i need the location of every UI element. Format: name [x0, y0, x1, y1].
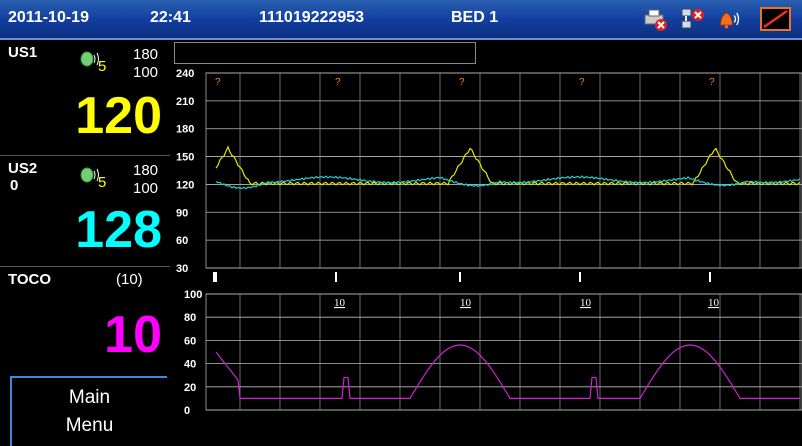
event-mark: ?	[215, 77, 221, 88]
speaker-icon[interactable]	[80, 50, 102, 68]
fhr-axis-tick: 60	[176, 235, 188, 247]
alarm-bell-icon[interactable]	[716, 6, 742, 32]
us1-lower-limit: 100	[133, 64, 159, 81]
toco-axis-tick: 60	[184, 335, 196, 347]
toco-axis-tick: 40	[184, 359, 196, 371]
event-mark: ?	[709, 77, 715, 88]
network-error-icon[interactable]	[680, 6, 706, 32]
record-id: 111019222953	[259, 9, 365, 26]
us2-lower-limit: 100	[133, 180, 159, 197]
toco-axis-tick: 100	[184, 289, 202, 301]
toco-panel[interactable]: TOCO (10) 10	[0, 267, 170, 373]
time-display: 22:41	[150, 9, 191, 26]
us1-upper-limit: 180	[133, 46, 159, 63]
toco-axis-tick: 20	[184, 382, 196, 394]
battery-icon	[760, 7, 791, 31]
fhr-axis-tick: 180	[176, 124, 194, 136]
toco-mark: 10	[460, 297, 472, 309]
parameter-panel: US1 5 180 100 120 US2 0 5 180 100 128 TO…	[0, 40, 170, 446]
toco-mark: 10	[708, 297, 720, 309]
fhr-axis-tick: 90	[176, 207, 188, 219]
toco-axis-tick: 80	[184, 312, 196, 324]
us1-value: 120	[75, 87, 162, 145]
trace-chart: 240 210 180 150 120 90 60 30 100 80 60 40 20 0???? ? 10…	[176, 68, 802, 417]
us1-panel[interactable]: US1 5 180 100 120	[0, 40, 170, 156]
toco-mark: 10	[334, 297, 346, 309]
main-menu-label-line1: Main	[68, 387, 111, 408]
event-mark: ?	[459, 77, 465, 88]
printer-error-icon[interactable]	[642, 6, 668, 32]
us2-label: US2	[8, 160, 38, 177]
us1-volume: 5	[98, 58, 107, 75]
main-menu-button[interactable]: Main Menu	[10, 376, 167, 446]
main-menu-label-line2: Menu	[65, 415, 114, 436]
us2-trace	[215, 175, 801, 190]
toco-trace	[215, 344, 800, 399]
toco-axis-tick: 0	[184, 405, 190, 417]
fhr-axis-tick: 120	[176, 179, 194, 191]
fhr-axis-tick: 240	[176, 68, 194, 80]
toco-label: TOCO	[8, 271, 52, 288]
us2-upper-limit: 180	[133, 162, 159, 179]
toco-baseline: (10)	[116, 271, 143, 288]
event-mark: ?	[335, 77, 341, 88]
us2-panel[interactable]: US2 0 5 180 100 128	[0, 156, 170, 267]
status-bar: 2011-10-19 22:41 111019222953 BED 1	[0, 0, 802, 40]
us2-value: 128	[75, 201, 162, 259]
us2-offset: 0	[10, 177, 19, 194]
speaker-icon[interactable]	[80, 166, 102, 184]
message-box	[174, 42, 476, 64]
toco-value: 10	[104, 306, 162, 364]
event-mark: ?	[579, 77, 585, 88]
trace-display: 240 210 180 150 120 90 60 30 100 80 60 40 20 0????? 10…	[170, 40, 802, 446]
bed-label: BED 1	[451, 9, 499, 26]
date-display: 2011-10-19	[8, 9, 89, 26]
toco-mark: 10	[580, 297, 592, 309]
fhr-axis-tick: 150	[176, 152, 194, 164]
us2-volume: 5	[98, 174, 107, 191]
us1-label: US1	[8, 44, 38, 61]
fhr-axis-tick: 210	[176, 96, 194, 108]
fhr-axis-tick: 30	[176, 263, 188, 275]
